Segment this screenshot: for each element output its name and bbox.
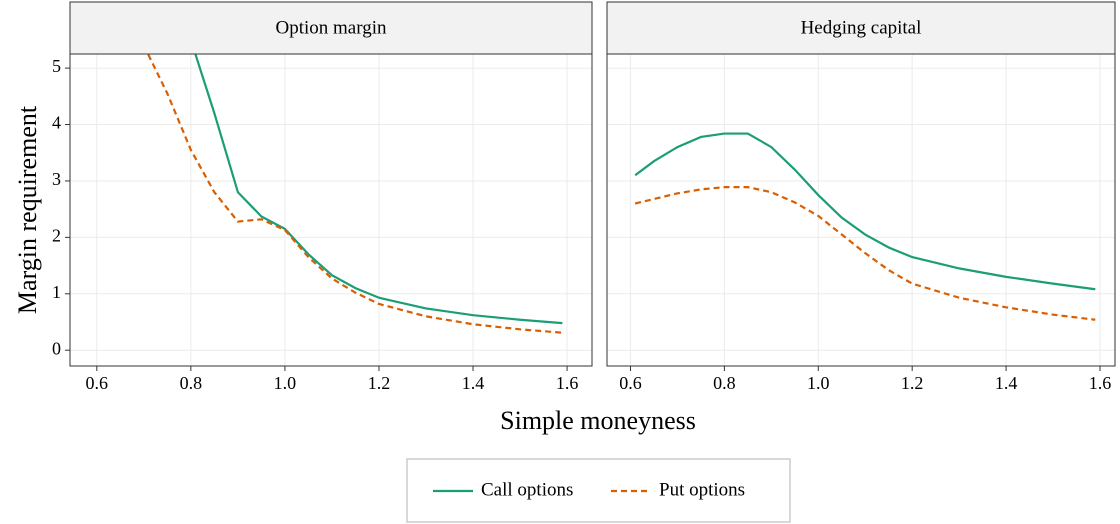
y-tick-label: 4 — [52, 113, 61, 133]
x-tick-label: 1.6 — [1089, 373, 1112, 393]
legend-label: Call options — [481, 479, 573, 500]
panel-title: Hedging capital — [801, 17, 922, 38]
y-axis-label: Margin requirement — [13, 105, 42, 314]
x-tick-label: 0.6 — [86, 373, 109, 393]
strip — [606, 1, 1116, 55]
x-tick-label: 1.2 — [368, 373, 391, 393]
x-tick-label: 1.2 — [901, 373, 924, 393]
x-tick-label: 0.8 — [180, 373, 203, 393]
x-tick-label: 1.6 — [556, 373, 579, 393]
x-tick-label: 1.0 — [807, 373, 830, 393]
x-tick-label: 1.4 — [462, 373, 485, 393]
x-tick-label: 0.8 — [713, 373, 736, 393]
panel — [607, 54, 1115, 366]
line-series — [194, 54, 563, 325]
line-series — [634, 132, 1096, 291]
y-tick-label: 3 — [52, 169, 61, 189]
panel-border — [606, 53, 1116, 367]
panel-title: Option margin — [275, 17, 387, 38]
strip — [69, 1, 593, 55]
y-tick-label: 2 — [52, 225, 61, 245]
panel — [70, 54, 592, 366]
legend-label: Put options — [659, 479, 745, 500]
panel-border — [69, 53, 593, 367]
y-tick-label: 5 — [52, 56, 61, 76]
line-series — [146, 54, 563, 334]
y-tick-label: 0 — [52, 338, 61, 358]
y-tick-label: 1 — [52, 282, 61, 302]
x-tick-label: 1.0 — [274, 373, 297, 393]
x-axis-label: Simple moneyness — [500, 406, 696, 435]
line-series — [634, 186, 1096, 321]
x-tick-label: 1.4 — [995, 373, 1018, 393]
x-tick-label: 0.6 — [619, 373, 642, 393]
